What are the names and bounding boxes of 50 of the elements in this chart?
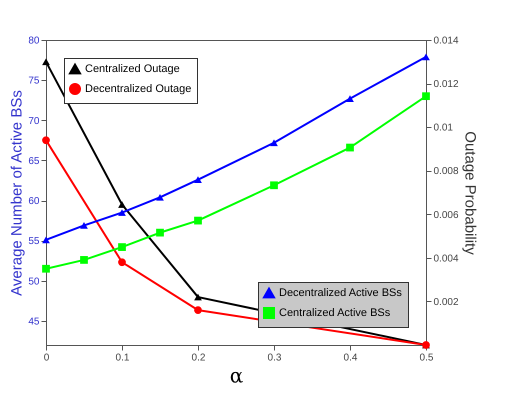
point	[118, 209, 126, 216]
y-tick-label: 80	[28, 36, 40, 46]
point	[118, 201, 126, 208]
y-tick-label: 55	[28, 236, 40, 248]
point	[194, 306, 202, 314]
x-tick-label: 0.3	[268, 352, 282, 364]
y2-tick-label: 0.004	[434, 253, 459, 264]
legend-label: Centralized Outage	[85, 63, 180, 75]
point	[42, 236, 50, 244]
y2-tick-label: 0.01	[434, 122, 454, 134]
y2-tick-label: 0.012	[434, 79, 459, 90]
x-tick-label: 0.5	[420, 352, 434, 364]
x-axis-title: α	[230, 364, 244, 388]
y2-tick-label: 0.014	[434, 36, 459, 46]
point	[346, 144, 354, 152]
y2-tick-label: 0.002	[434, 296, 459, 308]
y-tick-label: 50	[28, 276, 40, 288]
point	[156, 194, 164, 201]
x-tick-label: 0	[44, 352, 50, 364]
legend-label: Centralized Active BSs	[279, 307, 391, 319]
y-tick-label: 65	[28, 156, 40, 167]
y-axis-title: Average Number of Active BSs	[8, 90, 26, 296]
point	[80, 256, 88, 264]
point	[422, 92, 430, 100]
point	[270, 181, 278, 190]
y2-tick-label: 0.008	[434, 166, 459, 178]
point	[118, 258, 126, 266]
y2-axis-title: Outage Probability	[462, 131, 479, 256]
point	[194, 176, 202, 184]
x-tick-label: 0.1	[116, 352, 130, 364]
point	[42, 136, 50, 144]
y-tick-label: 75	[28, 76, 40, 87]
point	[156, 228, 164, 237]
y-tick-label: 70	[28, 116, 40, 127]
point	[42, 264, 50, 273]
legend-label: Decentralized Active BSs	[279, 287, 402, 299]
point	[194, 216, 202, 224]
y2-tick-label: 0.006	[434, 210, 459, 221]
point	[42, 58, 50, 66]
x-tick-label: 0.2	[192, 352, 206, 364]
x-tick-label: 0.4	[344, 352, 358, 364]
point	[80, 222, 88, 229]
y-tick-label: 60	[28, 196, 40, 208]
point	[270, 139, 278, 146]
point	[118, 243, 126, 251]
point	[346, 95, 354, 102]
y-tick-label: 45	[28, 316, 40, 328]
legend-label: Decentralized Outage	[85, 83, 192, 95]
point	[194, 294, 202, 300]
point	[422, 54, 430, 60]
